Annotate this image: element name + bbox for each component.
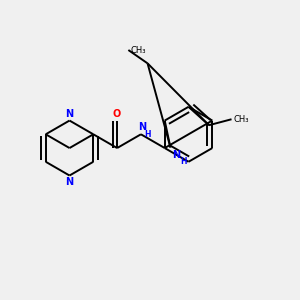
Text: H: H (145, 130, 151, 139)
Text: CH₃: CH₃ (233, 115, 249, 124)
Text: N: N (65, 178, 74, 188)
Text: N: N (65, 109, 74, 118)
Text: H: H (180, 157, 187, 166)
Text: O: O (113, 109, 121, 118)
Text: CH₃: CH₃ (130, 46, 146, 55)
Text: N: N (172, 150, 181, 161)
Text: N: N (138, 122, 146, 132)
